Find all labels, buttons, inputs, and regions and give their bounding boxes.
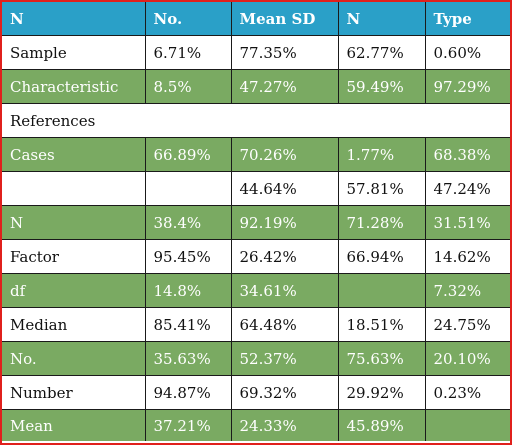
table-cell: 6.71% <box>144 35 232 70</box>
table-cell: 95.45% <box>144 239 232 274</box>
table-cell: 64.48% <box>230 307 339 342</box>
table-row: 44.64% 57.81% 47.24% <box>2 171 510 206</box>
table-cell <box>337 273 426 308</box>
table-cell: 7.32% <box>424 273 510 308</box>
table-cell: 37.21% <box>144 409 232 441</box>
table-cell: 20.10% <box>424 341 510 376</box>
table-row: Sample 6.71% 77.35% 62.77% 0.60% <box>2 35 510 70</box>
table-cell: 59.49% <box>337 69 426 104</box>
table-cell: 71.28% <box>337 205 426 240</box>
table-cell: 92.19% <box>230 205 339 240</box>
table-cell: 14.62% <box>424 239 510 274</box>
table-cell: 68.38% <box>424 137 510 172</box>
table-cell: 35.63% <box>144 341 232 376</box>
column-header: No. <box>144 2 232 36</box>
table-cell: 57.81% <box>337 171 426 206</box>
table-cell: 44.64% <box>230 171 339 206</box>
table-row: Cases 66.89% 70.26% 1.77% 68.38% <box>2 137 510 172</box>
table-cell: 75.63% <box>337 341 426 376</box>
column-header: N <box>337 2 426 36</box>
header-row: N No. Mean SD N Type <box>2 2 510 36</box>
table-cell: 29.92% <box>337 375 426 410</box>
row-label-cell: Cases <box>2 137 146 172</box>
row-label-cell: Factor <box>2 239 146 274</box>
table-cell: 26.42% <box>230 239 339 274</box>
table-row: df 14.8% 34.61% 7.32% <box>2 273 510 308</box>
table-cell: 31.51% <box>424 205 510 240</box>
table-cell: 47.27% <box>230 69 339 104</box>
table-cell: 45.89% <box>337 409 426 441</box>
row-label-cell: N <box>2 205 146 240</box>
table-cell: 18.51% <box>337 307 426 342</box>
row-label-cell: Number <box>2 375 146 410</box>
column-header: N <box>2 2 146 36</box>
table-cell: 24.75% <box>424 307 510 342</box>
table-cell: 52.37% <box>230 341 339 376</box>
table-cell: 97.29% <box>424 69 510 104</box>
table-row: Characteristic 8.5% 47.27% 59.49% 97.29% <box>2 69 510 104</box>
column-header: Type <box>424 2 510 36</box>
table-cell <box>144 171 232 206</box>
table-row: Mean 37.21% 24.33% 45.89% <box>2 409 510 441</box>
row-label-cell: Mean <box>2 409 146 441</box>
table-cell: 85.41% <box>144 307 232 342</box>
table-cell: 62.77% <box>337 35 426 70</box>
table-cell: 14.8% <box>144 273 232 308</box>
table-cell: 34.61% <box>230 273 339 308</box>
table-cell: 70.26% <box>230 137 339 172</box>
table-cell: 1.77% <box>337 137 426 172</box>
table-cell: 8.5% <box>144 69 232 104</box>
row-label-cell: Sample <box>2 35 146 70</box>
table-cell: 47.24% <box>424 171 510 206</box>
row-label-cell <box>2 171 146 206</box>
row-label-cell: No. <box>2 341 146 376</box>
table-cell: References <box>2 103 510 138</box>
table-row: Factor 95.45% 26.42% 66.94% 14.62% <box>2 239 510 274</box>
table-row: No. 35.63% 52.37% 75.63% 20.10% <box>2 341 510 376</box>
table-cell: 0.60% <box>424 35 510 70</box>
table-cell: 0.23% <box>424 375 510 410</box>
row-label-cell: df <box>2 273 146 308</box>
row-label-cell: Median <box>2 307 146 342</box>
table-row: References <box>2 103 510 138</box>
table-cell: 24.33% <box>230 409 339 441</box>
table-cell: 69.32% <box>230 375 339 410</box>
row-label-cell: Characteristic <box>2 69 146 104</box>
column-header: Mean SD <box>230 2 339 36</box>
table-body: Sample 6.71% 77.35% 62.77% 0.60% Characterist… <box>2 35 510 441</box>
table-cell: 94.87% <box>144 375 232 410</box>
table-cell: 77.35% <box>230 35 339 70</box>
table-row: Median 85.41% 64.48% 18.51% 24.75% <box>2 307 510 342</box>
table-row: N 38.4% 92.19% 71.28% 31.51% <box>2 205 510 240</box>
table-cell: 38.4% <box>144 205 232 240</box>
table-cell <box>424 409 510 441</box>
table-cell: 66.89% <box>144 137 232 172</box>
table-cell: 66.94% <box>337 239 426 274</box>
table-row: Number 94.87% 69.32% 29.92% 0.23% <box>2 375 510 410</box>
